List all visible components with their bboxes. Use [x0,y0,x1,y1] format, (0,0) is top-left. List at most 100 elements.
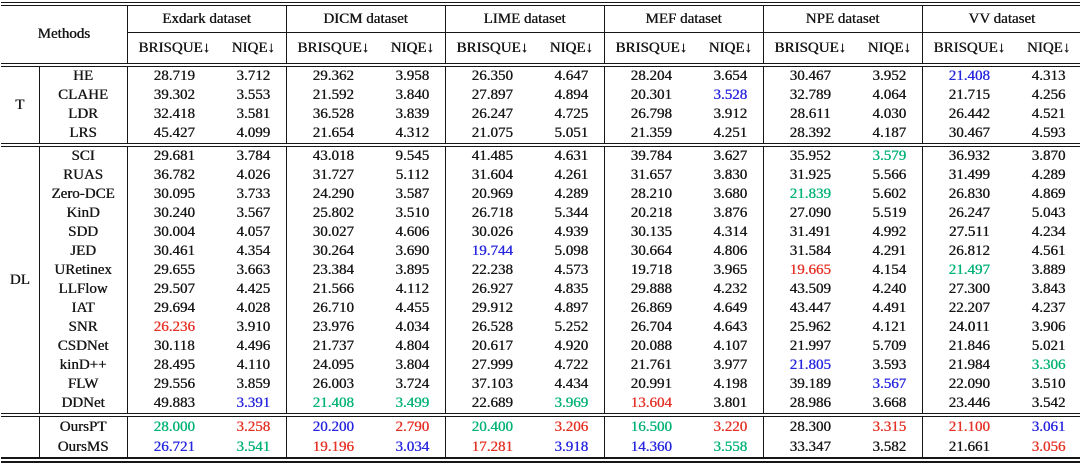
metric-value: 3.843 [1031,281,1066,297]
metric-value: 3.680 [713,186,748,202]
metric-value: 4.064 [872,87,907,103]
method-name: DDNet [39,394,128,415]
metric-value: 4.804 [395,338,430,354]
metric-header-niqe: NIQE↓ [867,39,911,56]
metric-value: 29.681 [126,145,221,166]
metric-value: 19.665 [762,261,858,280]
metric-value: 31.604 [444,166,540,185]
metric-value: 4.606 [395,224,430,240]
metric-value: 30.461 [126,242,221,261]
metric-value: 3.061 [1031,418,1066,435]
metric-value: 3.056 [1031,438,1066,455]
section-t: T HE 28.719 3.712 29.362 3.958 26.350 4.647 28.2… [1,65,1080,145]
metric-value: 20.991 [603,375,699,394]
metric-value: 4.434 [554,376,589,392]
metric-value: 32.789 [762,86,858,105]
metric-value: 20.200 [285,415,380,437]
metric-value: 24.011 [921,318,1017,337]
metric-header-niqe: NIQE↓ [708,39,752,56]
metric-value: 26.927 [444,280,540,299]
metric-value: 25.962 [762,318,858,337]
metric-header-brisque: BRISQUE↓ [444,32,540,65]
metric-value: 26.704 [603,318,699,337]
metric-value: 3.784 [236,148,271,164]
metric-value: 3.690 [395,243,430,259]
table-row: Zero-DCE 30.095 3.733 24.290 3.587 20.969 4.28… [1,185,1080,204]
metric-value: 3.912 [713,106,748,122]
metric-value: 4.237 [1031,300,1066,316]
metric-value: 21.408 [921,65,1017,86]
metric-value: 28.719 [126,65,221,86]
metric-value: 27.511 [921,223,1017,242]
method-name: RUAS [39,166,128,185]
metric-value: 21.737 [285,337,380,356]
method-name: SNR [39,318,128,337]
group-label: DL [1,145,40,415]
metric-value: 3.582 [872,438,907,455]
metric-value: 30.264 [285,242,380,261]
metric-value: 28.210 [603,185,699,204]
metric-value: 4.354 [236,243,271,259]
metric-value: 3.391 [236,395,271,411]
metric-value: 4.187 [872,125,907,141]
metric-value: 4.198 [713,376,748,392]
metric-value: 4.491 [872,300,907,316]
metric-value: 4.030 [872,106,907,122]
metric-value: 4.561 [1031,243,1066,259]
table-row: CLAHE 39.302 3.553 21.592 3.840 27.897 4.894 20… [1,86,1080,105]
metric-value: 3.541 [236,438,271,455]
metric-value: 3.804 [395,357,430,373]
metric-value: 35.952 [762,145,858,166]
table-row: OursMS 26.721 3.541 19.196 3.034 17.281 3.918 1… [1,437,1080,460]
metric-value: 3.528 [713,87,748,103]
metric-value: 3.558 [713,438,748,455]
metric-value: 4.121 [872,319,907,335]
metric-value: 21.715 [921,86,1017,105]
metric-value: 20.218 [603,204,699,223]
metric-value: 26.350 [444,65,540,86]
dataset-header: Exdark dataset [126,4,286,33]
metric-value: 36.528 [285,105,380,124]
metric-value: 21.075 [444,124,540,145]
metric-value: 3.958 [395,68,430,84]
metric-value: 5.252 [554,319,589,335]
table-header: Methods Exdark dataset DICM dataset LIME da… [1,4,1080,65]
metric-value: 3.889 [1031,262,1066,278]
metric-value: 4.992 [872,224,907,240]
metric-value: 30.135 [603,223,699,242]
metric-value: 5.051 [554,125,589,141]
metric-value: 29.912 [444,299,540,318]
metric-value: 3.965 [713,262,748,278]
metric-value: 2.790 [395,418,430,435]
metric-value: 13.604 [603,394,699,415]
metric-value: 4.057 [236,224,271,240]
metric-value: 21.997 [762,337,858,356]
metric-value: 4.099 [236,125,271,141]
metric-value: 37.103 [444,375,540,394]
metric-value: 21.566 [285,280,380,299]
metric-value: 28.204 [603,65,699,86]
metric-value: 30.664 [603,242,699,261]
metric-value: 22.689 [444,394,540,415]
metric-value: 26.236 [126,318,221,337]
table-row: JED 30.461 4.354 30.264 3.690 19.744 5.098 30.6… [1,242,1080,261]
metric-value: 39.784 [603,145,699,166]
metric-value: 4.314 [713,224,748,240]
metric-value: 4.312 [395,125,430,141]
table-row: IAT 29.694 4.028 26.710 4.455 29.912 4.897 26.8… [1,299,1080,318]
metric-value: 3.918 [554,438,589,455]
metric-value: 3.906 [1031,319,1066,335]
table-row: T HE 28.719 3.712 29.362 3.958 26.350 4.647 28.2… [1,65,1080,145]
metric-value: 36.932 [921,145,1017,166]
metric-value: 5.709 [872,338,907,354]
metric-value: 21.805 [762,356,858,375]
metric-value: 32.418 [126,105,221,124]
metric-value: 9.545 [395,148,430,164]
metric-value: 4.573 [554,262,589,278]
metric-value: 41.485 [444,145,540,166]
metric-value: 3.567 [236,205,271,221]
metric-value: 4.261 [554,167,589,183]
metric-value: 28.000 [126,415,221,437]
metric-value: 5.098 [554,243,589,259]
metric-value: 23.976 [285,318,380,337]
